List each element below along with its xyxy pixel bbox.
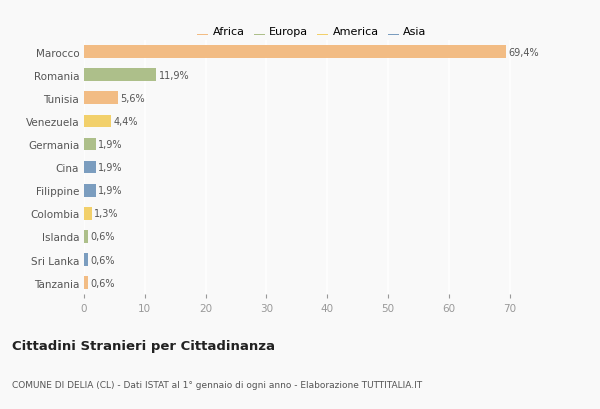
Bar [84,184,95,197]
Bar [84,161,95,174]
Bar [84,69,157,82]
Text: 1,3%: 1,3% [94,209,119,219]
Bar [84,46,506,59]
Bar [84,254,88,266]
Text: 5,6%: 5,6% [121,94,145,103]
Text: 69,4%: 69,4% [508,47,539,57]
Legend: Africa, Europa, America, Asia: Africa, Europa, America, Asia [197,26,427,37]
Bar [84,92,118,105]
Text: 0,6%: 0,6% [90,255,115,265]
Text: 11,9%: 11,9% [159,70,190,81]
Text: 0,6%: 0,6% [90,232,115,242]
Bar [84,207,92,220]
Text: 1,9%: 1,9% [98,186,122,196]
Bar [84,115,111,128]
Text: COMUNE DI DELIA (CL) - Dati ISTAT al 1° gennaio di ogni anno - Elaborazione TUTT: COMUNE DI DELIA (CL) - Dati ISTAT al 1° … [12,380,422,389]
Text: 1,9%: 1,9% [98,163,122,173]
Bar [84,138,95,151]
Text: 4,4%: 4,4% [113,117,137,126]
Text: 1,9%: 1,9% [98,139,122,150]
Text: 0,6%: 0,6% [90,278,115,288]
Bar [84,276,88,289]
Bar [84,231,88,243]
Text: Cittadini Stranieri per Cittadinanza: Cittadini Stranieri per Cittadinanza [12,339,275,353]
